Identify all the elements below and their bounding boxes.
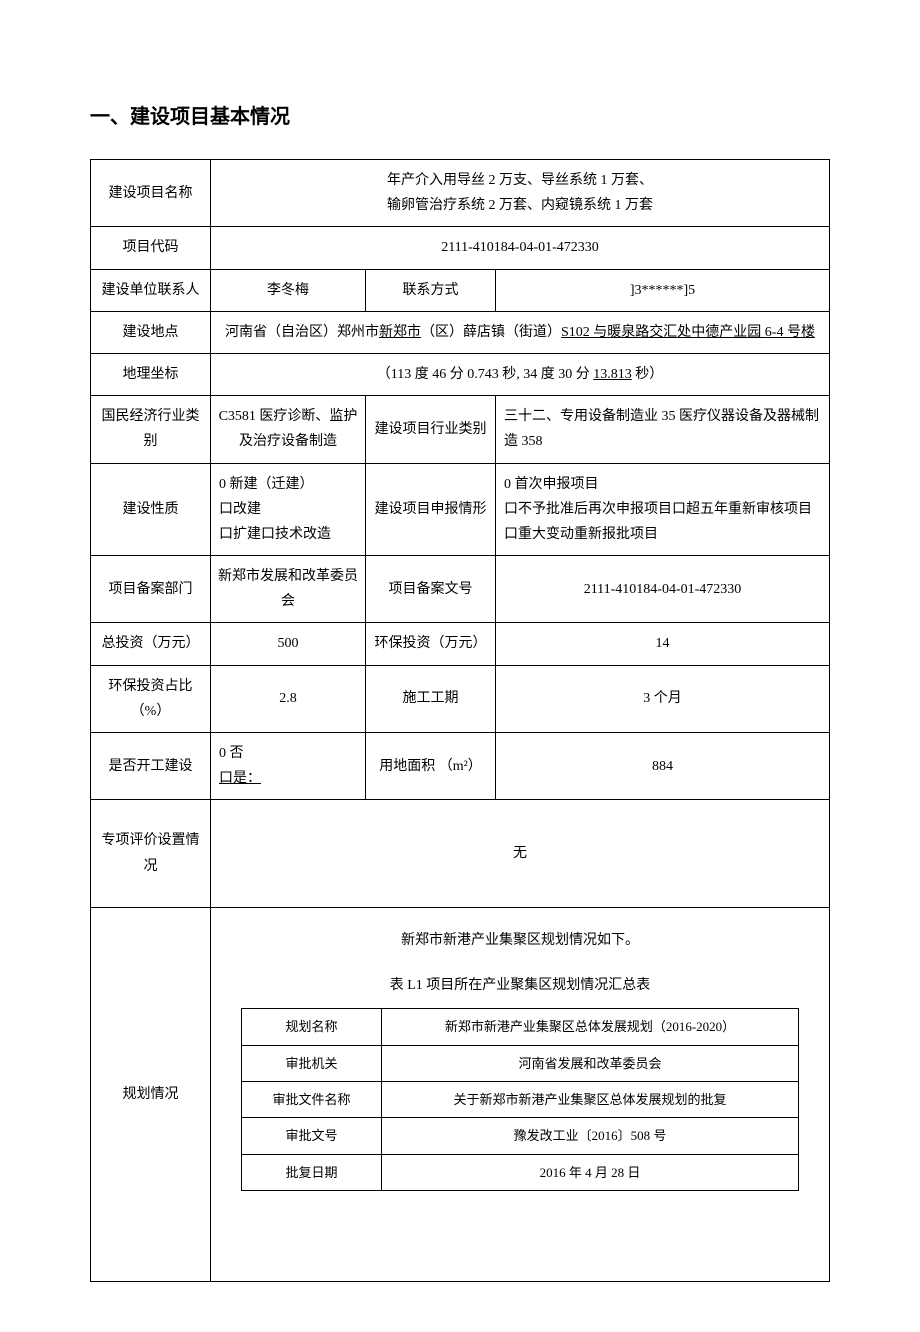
label-industry: 国民经济行业类别 — [91, 396, 211, 463]
value-env-investment: 14 — [496, 623, 830, 665]
inner-label-plan-name: 规划名称 — [242, 1009, 382, 1045]
project-name-line1: 年产介入用导丝 2 万支、导丝系统 1 万套、 — [387, 173, 653, 188]
row-project-code: 项目代码 2111-410184-04-01-472330 — [91, 227, 830, 269]
row-project-name: 建设项目名称 年产介入用导丝 2 万支、导丝系统 1 万套、 输卵管治疗系统 2… — [91, 160, 830, 227]
inner-label-doc-no: 审批文号 — [242, 1118, 382, 1154]
value-project-industry: 三十二、专用设备制造业 35 医疗仪器设备及器械制造 358 — [496, 396, 830, 463]
value-planning: 新郑市新港产业集聚区规划情况如下。 表 L1 项目所在产业聚集区规划情况汇总表 … — [211, 907, 830, 1281]
inner-row-doc-no: 审批文号 豫发改工业〔2016〕508 号 — [242, 1118, 799, 1154]
label-nature: 建设性质 — [91, 463, 211, 556]
location-prefix: 河南省（自治区）郑州市 — [225, 325, 379, 340]
label-geo: 地理坐标 — [91, 353, 211, 395]
geo-prefix: （113 度 46 分 0.743 秒, 34 度 30 分 — [377, 367, 593, 382]
label-project-code: 项目代码 — [91, 227, 211, 269]
inner-value-plan-name: 新郑市新港产业集聚区总体发展规划（2016-2020） — [382, 1009, 799, 1045]
value-filing-dept: 新郑市发展和改革委员会 — [211, 556, 366, 623]
row-started: 是否开工建设 0 否 口是： 用地面积 （m²） 884 — [91, 733, 830, 800]
value-special-eval: 无 — [211, 800, 830, 907]
nature-opt1: 0 新建（迁建） — [219, 477, 314, 492]
inner-value-doc-name: 关于新郑市新港产业集聚区总体发展规划的批复 — [382, 1081, 799, 1117]
planning-inner-table: 规划名称 新郑市新港产业集聚区总体发展规划（2016-2020） 审批机关 河南… — [241, 1008, 799, 1191]
label-env-investment: 环保投资（万元） — [366, 623, 496, 665]
label-project-industry: 建设项目行业类别 — [366, 396, 496, 463]
value-contact-person: 李冬梅 — [211, 269, 366, 311]
row-planning: 规划情况 新郑市新港产业集聚区规划情况如下。 表 L1 项目所在产业聚集区规划情… — [91, 907, 830, 1281]
row-contact: 建设单位联系人 李冬梅 联系方式 ]3******]5 — [91, 269, 830, 311]
label-project-name: 建设项目名称 — [91, 160, 211, 227]
apply-opt1: 0 首次申报项目 — [504, 477, 599, 492]
inner-row-authority: 审批机关 河南省发展和改革委员会 — [242, 1045, 799, 1081]
geo-suffix: 秒） — [632, 367, 664, 382]
value-land-area: 884 — [496, 733, 830, 800]
planning-intro: 新郑市新港产业集聚区规划情况如下。 — [241, 928, 799, 953]
label-construction-period: 施工工期 — [366, 665, 496, 732]
label-planning: 规划情况 — [91, 907, 211, 1281]
location-suffix1: （区）薛店镇（街道） — [421, 325, 561, 340]
nature-opt3: 口扩建口技术改造 — [219, 527, 331, 542]
value-env-ratio: 2.8 — [211, 665, 366, 732]
inner-label-authority: 审批机关 — [242, 1045, 382, 1081]
value-project-code: 2111-410184-04-01-472330 — [211, 227, 830, 269]
inner-label-doc-name: 审批文件名称 — [242, 1081, 382, 1117]
row-ratio: 环保投资占比（%） 2.8 施工工期 3 个月 — [91, 665, 830, 732]
label-started: 是否开工建设 — [91, 733, 211, 800]
label-location: 建设地点 — [91, 311, 211, 353]
label-total-investment: 总投资（万元） — [91, 623, 211, 665]
row-filing: 项目备案部门 新郑市发展和改革委员会 项目备案文号 2111-410184-04… — [91, 556, 830, 623]
geo-underline: 13.813 — [593, 367, 632, 382]
value-geo: （113 度 46 分 0.743 秒, 34 度 30 分 13.813 秒） — [211, 353, 830, 395]
inner-label-reply-date: 批复日期 — [242, 1154, 382, 1190]
row-geo: 地理坐标 （113 度 46 分 0.743 秒, 34 度 30 分 13.8… — [91, 353, 830, 395]
label-filing-dept: 项目备案部门 — [91, 556, 211, 623]
label-land-area: 用地面积 （m²） — [366, 733, 496, 800]
row-investment: 总投资（万元） 500 环保投资（万元） 14 — [91, 623, 830, 665]
value-filing-no: 2111-410184-04-01-472330 — [496, 556, 830, 623]
planning-caption: 表 L1 项目所在产业聚集区规划情况汇总表 — [241, 973, 799, 998]
value-contact-method: ]3******]5 — [496, 269, 830, 311]
inner-row-doc-name: 审批文件名称 关于新郑市新港产业集聚区总体发展规划的批复 — [242, 1081, 799, 1117]
location-city: 新郑市 — [379, 325, 421, 340]
label-env-ratio: 环保投资占比（%） — [91, 665, 211, 732]
started-opt1: 0 否 — [219, 746, 244, 761]
value-construction-period: 3 个月 — [496, 665, 830, 732]
value-industry: C3581 医疗诊断、监护及治疗设备制造 — [211, 396, 366, 463]
value-application-type: 0 首次申报项目 口不予批准后再次申报项目口超五年重新审核项目口重大变动重新报批… — [496, 463, 830, 556]
row-location: 建设地点 河南省（自治区）郑州市新郑市（区）薛店镇（街道）S102 与暖泉路交汇… — [91, 311, 830, 353]
value-started: 0 否 口是： — [211, 733, 366, 800]
value-location: 河南省（自治区）郑州市新郑市（区）薛店镇（街道）S102 与暖泉路交汇处中德产业… — [211, 311, 830, 353]
row-nature: 建设性质 0 新建（迁建） 口改建 口扩建口技术改造 建设项目申报情形 0 首次… — [91, 463, 830, 556]
inner-value-doc-no: 豫发改工业〔2016〕508 号 — [382, 1118, 799, 1154]
label-special-eval: 专项评价设置情况 — [91, 800, 211, 907]
inner-value-authority: 河南省发展和改革委员会 — [382, 1045, 799, 1081]
row-industry: 国民经济行业类别 C3581 医疗诊断、监护及治疗设备制造 建设项目行业类别 三… — [91, 396, 830, 463]
inner-row-plan-name: 规划名称 新郑市新港产业集聚区总体发展规划（2016-2020） — [242, 1009, 799, 1045]
value-nature: 0 新建（迁建） 口改建 口扩建口技术改造 — [211, 463, 366, 556]
page-heading: 一、建设项目基本情况 — [90, 100, 830, 129]
label-application-type: 建设项目申报情形 — [366, 463, 496, 556]
row-special-eval: 专项评价设置情况 无 — [91, 800, 830, 907]
planning-spacer — [241, 1191, 799, 1261]
label-filing-no: 项目备案文号 — [366, 556, 496, 623]
main-table: 建设项目名称 年产介入用导丝 2 万支、导丝系统 1 万套、 输卵管治疗系统 2… — [90, 159, 830, 1282]
apply-opt2: 口不予批准后再次申报项目口超五年重新审核项目口重大变动重新报批项目 — [504, 502, 812, 542]
inner-value-reply-date: 2016 年 4 月 28 日 — [382, 1154, 799, 1190]
nature-opt2: 口改建 — [219, 502, 261, 517]
inner-row-reply-date: 批复日期 2016 年 4 月 28 日 — [242, 1154, 799, 1190]
value-project-name: 年产介入用导丝 2 万支、导丝系统 1 万套、 输卵管治疗系统 2 万套、内窥镜… — [211, 160, 830, 227]
label-contact-method: 联系方式 — [366, 269, 496, 311]
location-address: S102 与暖泉路交汇处中德产业园 6-4 号楼 — [561, 325, 815, 340]
project-name-line2: 输卵管治疗系统 2 万套、内窥镜系统 1 万套 — [387, 198, 653, 213]
label-contact-person: 建设单位联系人 — [91, 269, 211, 311]
value-total-investment: 500 — [211, 623, 366, 665]
started-opt2: 口是： — [219, 771, 261, 786]
